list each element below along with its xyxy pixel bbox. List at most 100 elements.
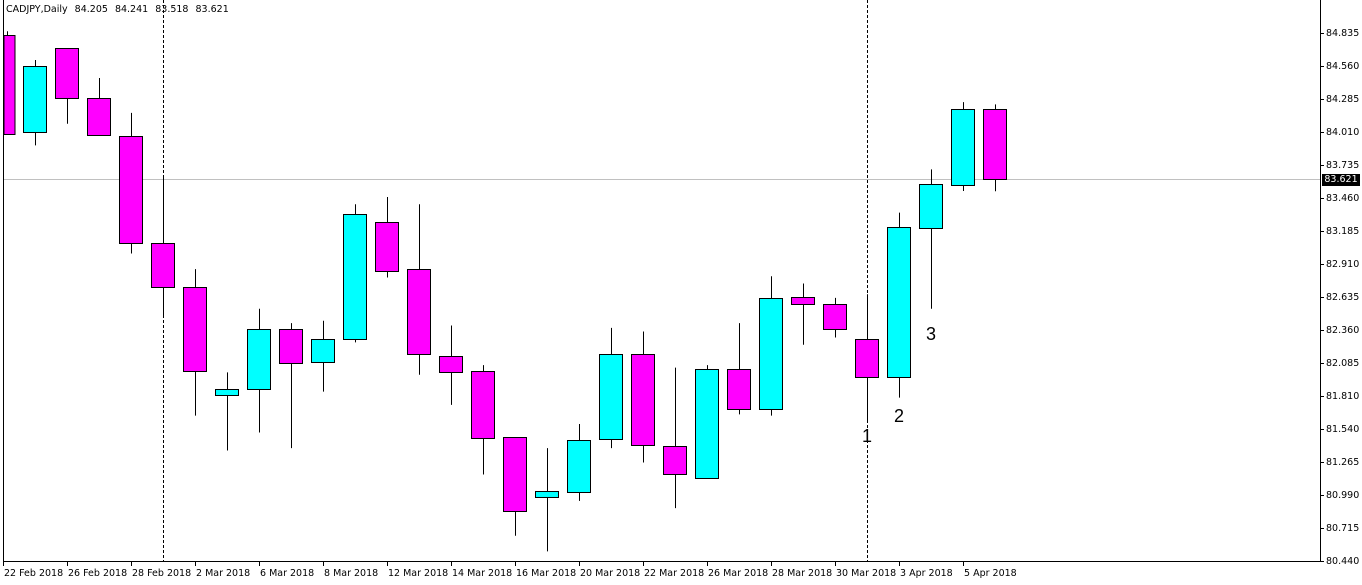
x-tick-label: 14 Mar 2018 <box>452 568 513 579</box>
ohlc-close: 83.621 <box>195 4 229 15</box>
candle-body <box>439 356 463 373</box>
candle-body <box>631 354 655 446</box>
chart-title: CADJPY,Daily 84.205 84.241 83.518 83.621 <box>6 4 233 15</box>
y-tick-label: 84.560 <box>1326 60 1360 72</box>
bear-candle[interactable] <box>855 294 879 422</box>
y-tick-label: 84.010 <box>1326 126 1360 138</box>
bear-candle[interactable] <box>279 323 303 449</box>
current-price-tag: 83.621 <box>1322 173 1360 186</box>
bear-candle[interactable] <box>183 269 207 416</box>
bull-candle[interactable] <box>247 308 271 433</box>
y-tick-label: 82.360 <box>1326 324 1360 336</box>
bull-candle[interactable] <box>695 365 719 479</box>
y-tick-label: 80.715 <box>1326 522 1360 534</box>
bear-candle[interactable] <box>631 331 655 463</box>
candle-body <box>55 48 79 99</box>
y-tick-label: 82.910 <box>1326 258 1360 270</box>
bear-candle[interactable] <box>119 112 143 254</box>
bear-candle[interactable] <box>727 323 751 415</box>
bull-candle[interactable] <box>567 424 591 501</box>
bull-candle[interactable] <box>535 448 559 552</box>
bear-candle[interactable] <box>791 283 815 345</box>
bull-candle[interactable] <box>951 102 975 191</box>
candles <box>3 31 1007 552</box>
candle-body <box>567 440 591 493</box>
bear-candle[interactable] <box>375 196 399 278</box>
x-tick-label: 28 Feb 2018 <box>132 568 192 579</box>
candle-body <box>311 339 335 363</box>
x-tick-label: 2 Mar 2018 <box>196 568 251 579</box>
x-tick-label: 12 Mar 2018 <box>388 568 449 579</box>
bull-candle[interactable] <box>919 169 943 309</box>
y-tick-label: 80.990 <box>1326 489 1360 501</box>
annotation-label: 3 <box>926 324 937 344</box>
ohlc-high: 84.241 <box>114 4 149 15</box>
bear-candle[interactable] <box>983 104 1007 192</box>
y-tick-label: 81.265 <box>1326 456 1360 468</box>
x-tick-label: 22 Feb 2018 <box>4 568 64 579</box>
candle-body <box>279 329 303 364</box>
y-tick-label: 84.285 <box>1326 93 1360 105</box>
candle-body <box>695 369 719 479</box>
candle-body <box>663 446 687 475</box>
candle-body <box>23 66 47 133</box>
bear-candle[interactable] <box>823 297 847 338</box>
bear-candle[interactable] <box>87 78 111 136</box>
y-tick-label: 83.460 <box>1326 192 1360 204</box>
x-tick-label: 28 Mar 2018 <box>772 568 833 579</box>
candle-body <box>983 109 1007 180</box>
candle-body <box>791 297 815 305</box>
x-tick-label: 30 Mar 2018 <box>836 568 897 579</box>
y-tick-label: 83.735 <box>1326 159 1360 171</box>
x-tick-label: 26 Feb 2018 <box>68 568 128 579</box>
y-tick-label: 82.085 <box>1326 357 1360 369</box>
candle-body <box>151 243 175 288</box>
y-axis-ticks <box>1320 33 1324 562</box>
bull-candle[interactable] <box>343 204 367 343</box>
x-tick-label: 6 Mar 2018 <box>260 568 315 579</box>
bear-candle[interactable] <box>471 365 495 475</box>
bear-candle[interactable] <box>503 437 527 536</box>
candle-body <box>471 371 495 439</box>
bull-candle[interactable] <box>759 276 783 416</box>
candle-body <box>727 369 751 410</box>
candle-body <box>535 491 559 498</box>
candle-body <box>343 214 367 340</box>
candle-body <box>215 389 239 396</box>
ohlc-open: 84.205 <box>74 4 108 15</box>
bear-candle[interactable] <box>663 367 687 509</box>
candle-body <box>247 329 271 390</box>
candle-body <box>919 184 943 229</box>
x-axis-ticks <box>3 561 964 566</box>
candle-body <box>119 136 143 244</box>
candle-body <box>375 222 399 272</box>
symbol-timeframe: CADJPY,Daily <box>6 4 68 15</box>
y-tick-label: 82.635 <box>1326 291 1360 303</box>
candle-body <box>599 354 623 440</box>
y-tick-label: 84.835 <box>1326 27 1360 39</box>
x-tick-label: 20 Mar 2018 <box>580 568 641 579</box>
x-tick-label: 8 Mar 2018 <box>324 568 379 579</box>
candle-body <box>951 109 975 186</box>
y-tick-label: 80.440 <box>1326 555 1360 567</box>
candle-body <box>823 304 847 330</box>
x-tick-label: 5 Apr 2018 <box>964 568 1017 579</box>
bull-candle[interactable] <box>215 372 239 451</box>
bear-candle[interactable] <box>439 325 463 405</box>
bull-candle[interactable] <box>23 60 47 146</box>
candle-body <box>3 35 16 135</box>
bear-candle[interactable] <box>407 204 431 375</box>
y-tick-label: 81.810 <box>1326 390 1360 402</box>
bull-candle[interactable] <box>887 212 911 398</box>
y-tick-label: 81.540 <box>1326 423 1360 435</box>
ohlc-low: 83.518 <box>155 4 189 15</box>
bear-candle[interactable] <box>55 48 79 124</box>
bear-candle[interactable] <box>151 176 175 318</box>
candle-body <box>503 437 527 512</box>
bull-candle[interactable] <box>311 320 335 392</box>
bull-candle[interactable] <box>599 327 623 449</box>
y-tick-label: 83.185 <box>1326 225 1360 237</box>
bear-candle[interactable] <box>3 31 16 135</box>
